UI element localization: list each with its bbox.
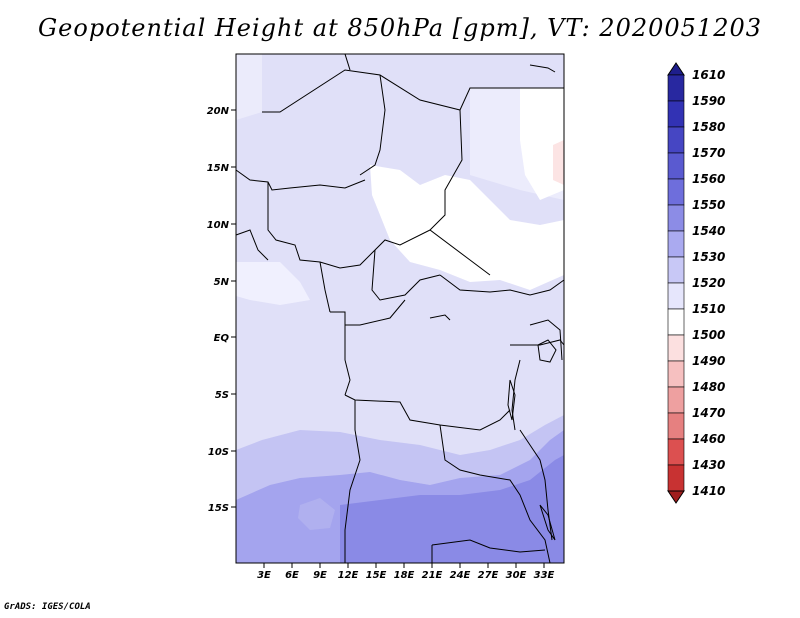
colorbar-label: 1460: [692, 432, 725, 446]
contour-1560-pocket: [298, 498, 335, 530]
lon-label-6E: 6E: [285, 570, 299, 581]
colorbar-label: 1590: [692, 94, 725, 108]
lat-label-20N: 20N: [207, 106, 230, 117]
colorbar-swatch: [667, 412, 685, 440]
lon-label-33E: 33E: [534, 570, 555, 581]
colorbar-label: 1540: [692, 224, 725, 238]
map-panel: 20N 15N 10N 5N EQ 5S 10S 15S 3E 6E 9E 12…: [207, 53, 565, 581]
colorbar-swatch: [667, 100, 685, 128]
lat-label-5N: 5N: [214, 277, 230, 288]
lat-label-10S: 10S: [208, 447, 229, 458]
colorbar-label: 1520: [692, 276, 725, 290]
lon-label-27E: 27E: [478, 570, 499, 581]
lakes: [429, 314, 557, 541]
colorbar-label: 1550: [692, 198, 725, 212]
lat-label-15N: 15N: [207, 163, 230, 174]
colorbar-label: 1610: [692, 68, 725, 82]
colorbar-label: 1510: [692, 302, 725, 316]
lat-label-15S: 15S: [208, 503, 229, 514]
colorbar: 1610 1590 1580 1570 1560 1550 1540 1530 1520 1510…: [667, 62, 725, 504]
map-frame: [235, 53, 565, 564]
lon-label-9E: 9E: [313, 570, 327, 581]
colorbar-swatch: [667, 308, 685, 336]
lat-label-EQ: EQ: [214, 333, 230, 344]
lat-label-5S: 5S: [215, 390, 229, 401]
lat-label-10N: 10N: [207, 220, 230, 231]
colorbar-swatch: [667, 282, 685, 310]
colorbar-swatch: [667, 178, 685, 206]
colorbar-swatch: [667, 334, 685, 362]
colorbar-label: 1500: [692, 328, 725, 342]
contour-white-central: [370, 165, 564, 290]
colorbar-label: 1560: [692, 172, 725, 186]
lon-label-24E: 24E: [450, 570, 471, 581]
lon-label-21E: 21E: [422, 570, 443, 581]
lon-label-18E: 18E: [394, 570, 415, 581]
colorbar-swatch: [667, 74, 685, 102]
colorbar-top-arrow: [667, 62, 685, 76]
colorbar-swatch: [667, 438, 685, 466]
lon-axis: 3E 6E 9E 12E 15E 18E 21E 24E 27E 30E 33E: [257, 563, 555, 581]
colorbar-label: 1570: [692, 146, 725, 160]
lon-label-12E: 12E: [338, 570, 359, 581]
contour-1560-south: [340, 455, 564, 563]
colorbar-swatch: [667, 126, 685, 154]
colorbar-swatch: [667, 152, 685, 180]
colorbar-label: 1410: [692, 484, 725, 498]
chart-title: Geopotential Height at 850hPa [gpm], VT:…: [38, 14, 762, 42]
colorbar-label: 1490: [692, 354, 725, 368]
contour-1520-north: [236, 54, 262, 120]
colorbar-label: 1580: [692, 120, 725, 134]
lon-label-30E: 30E: [506, 570, 527, 581]
contour-pink-east: [553, 140, 564, 185]
lon-label-3E: 3E: [257, 570, 271, 581]
lat-axis: 20N 15N 10N 5N EQ 5S 10S 15S: [207, 106, 236, 514]
colorbar-label: 1480: [692, 380, 725, 394]
colorbar-swatch: [667, 360, 685, 388]
country-borders: [235, 53, 565, 564]
colorbar-label: 1470: [692, 406, 725, 420]
footer-credit: GrADS: IGES/COLA: [4, 602, 91, 612]
colorbar-label: 1530: [692, 250, 725, 264]
contour-white-gulf: [236, 262, 310, 305]
colorbar-swatch: [667, 386, 685, 414]
colorbar-swatch: [667, 464, 685, 492]
colorbar-swatch: [667, 256, 685, 284]
colorbar-label: 1430: [692, 458, 725, 472]
colorbar-bottom-arrow: [667, 490, 685, 504]
colorbar-swatch: [667, 230, 685, 258]
colorbar-swatch: [667, 204, 685, 232]
lon-label-15E: 15E: [366, 570, 387, 581]
